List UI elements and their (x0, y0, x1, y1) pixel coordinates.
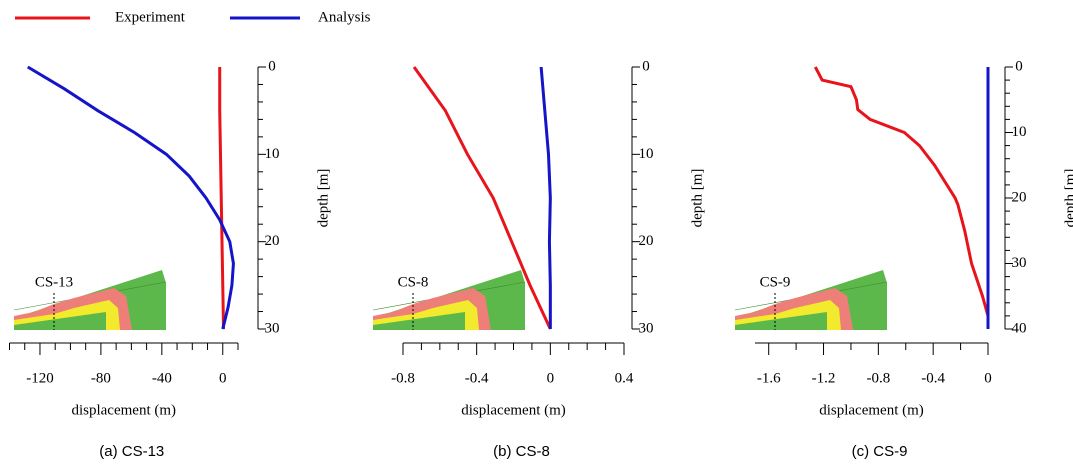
x-tick-label: -40 (152, 370, 172, 386)
x-axis-label: displacement (m) (819, 402, 924, 418)
inset-label: CS-13 (35, 274, 73, 290)
x-tick-label: -0.4 (921, 370, 945, 386)
inset-base (14, 312, 106, 330)
y-tick-label: 20 (265, 233, 280, 249)
y-tick-label: 0 (268, 58, 276, 74)
x-tick-label: 0 (547, 370, 555, 386)
profile-line (412, 66, 552, 330)
y-tick-label: 10 (639, 146, 654, 162)
profile-line (539, 66, 552, 329)
y-tick-label: 30 (639, 320, 654, 336)
inset-label: CS-8 (398, 274, 429, 290)
profile-line (218, 67, 226, 330)
y-tick-label: 10 (265, 146, 280, 162)
caption: (b) CS-8 (493, 443, 550, 460)
x-tick-label: -0.8 (391, 370, 415, 386)
y-tick-label: 0 (1015, 58, 1023, 74)
x-tick-label: -1.2 (812, 370, 836, 386)
y-tick-label: 10 (1012, 124, 1027, 140)
inset-base (735, 312, 827, 330)
x-tick-label: -0.8 (866, 370, 890, 386)
caption: (c) CS-9 (852, 443, 908, 460)
x-tick-label: -0.4 (465, 370, 489, 386)
x-tick-label: -80 (91, 370, 111, 386)
inset-base (373, 312, 465, 330)
y-tick-label: 30 (265, 320, 280, 336)
x-axis-label: displacement (m) (461, 402, 566, 418)
legend-label: Analysis (318, 9, 371, 25)
y-tick-label: 20 (639, 233, 654, 249)
y-axis-label: depth [m] (1062, 169, 1073, 228)
profile-line (27, 65, 235, 330)
y-tick-label: 0 (642, 58, 650, 74)
legend-label: Experiment (115, 9, 186, 25)
inset-label: CS-9 (760, 274, 791, 290)
x-tick-label: 0 (219, 370, 227, 386)
y-tick-label: 40 (1012, 320, 1027, 336)
y-axis-label: depth [m] (315, 169, 331, 228)
x-tick-label: 0 (984, 370, 992, 386)
y-tick-label: 30 (1012, 255, 1027, 271)
y-axis-label: depth [m] (689, 169, 705, 228)
profile-line (813, 66, 990, 317)
x-axis-label: displacement (m) (71, 402, 176, 418)
x-tick-label: -120 (26, 370, 54, 386)
x-tick-label: -1.6 (757, 370, 781, 386)
caption: (a) CS-13 (99, 443, 164, 460)
y-tick-label: 20 (1012, 189, 1027, 205)
x-tick-label: 0.4 (615, 370, 634, 386)
